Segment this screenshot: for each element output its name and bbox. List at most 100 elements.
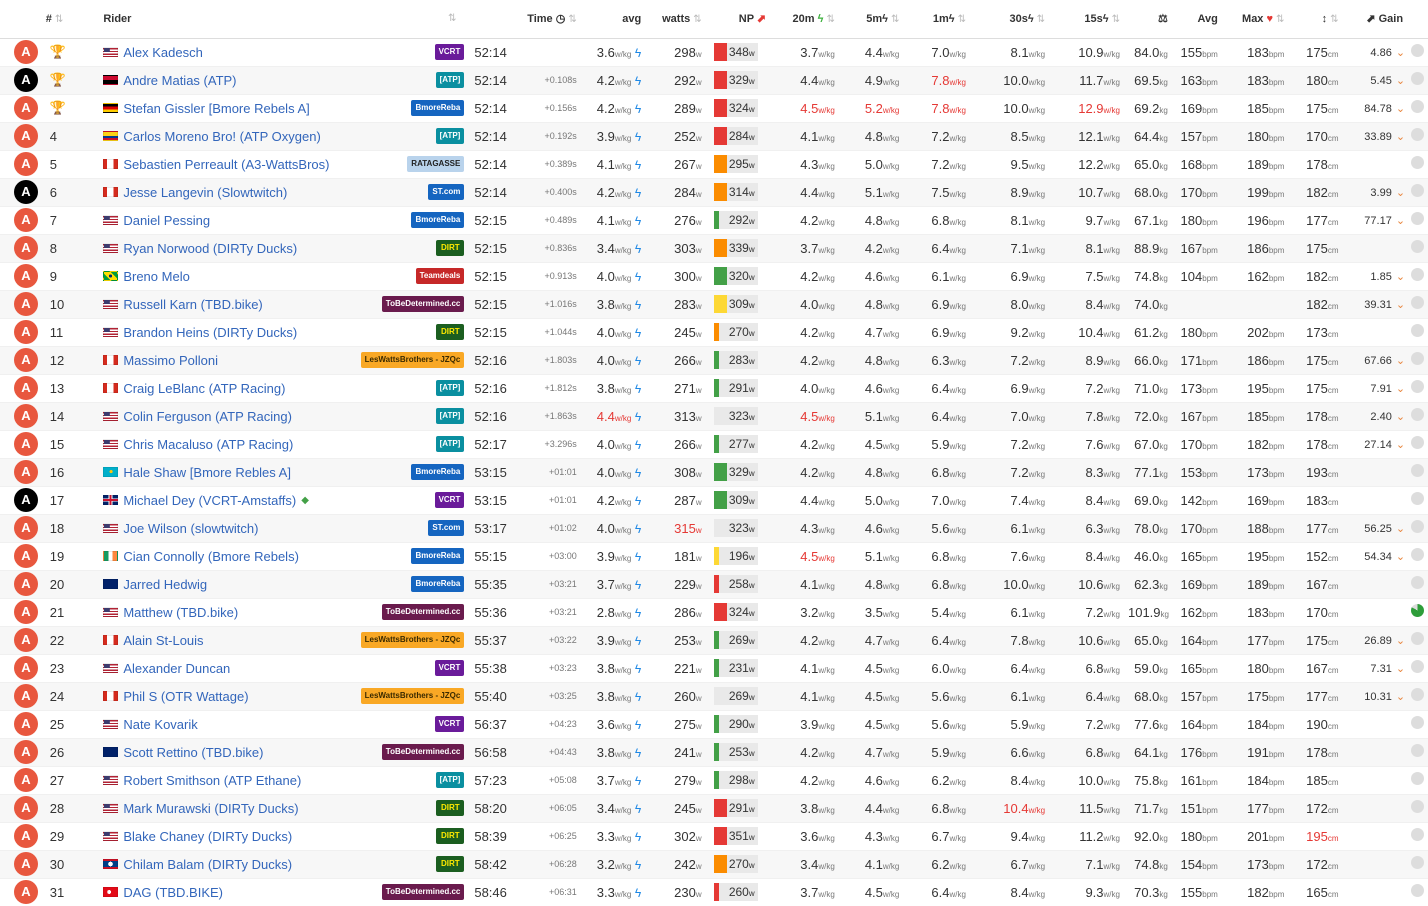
status-dot-icon[interactable] [1411, 576, 1425, 589]
status-dot-icon[interactable] [1411, 800, 1425, 813]
chevron-down-icon[interactable]: ⌄ [1395, 354, 1406, 367]
sort-arrows-icon[interactable]: ⇅ [568, 14, 577, 26]
header-hr-avg[interactable]: Avg [1171, 0, 1222, 39]
rider-link[interactable]: Daniel Pessing [103, 213, 210, 228]
chevron-down-icon[interactable]: ⌄ [1395, 130, 1406, 143]
category-badge[interactable]: A [14, 432, 38, 456]
table-row[interactable]: A 27 Robert Smithson (ATP Ethane) [ATP] … [0, 766, 1428, 795]
chevron-down-icon[interactable]: ⌄ [1395, 410, 1406, 423]
status-dot-icon[interactable] [1411, 72, 1425, 85]
rider-link[interactable]: Russell Karn (TBD.bike) [103, 297, 263, 312]
status-dot-icon[interactable] [1411, 296, 1425, 309]
rider-link[interactable]: Massimo Polloni [103, 353, 218, 368]
sort-arrows-icon[interactable]: ⇅ [693, 13, 702, 25]
chevron-down-icon[interactable]: ⌄ [1395, 662, 1406, 675]
rider-link[interactable]: Alex Kadesch [103, 45, 203, 60]
header-height[interactable]: ↕ ⇅ [1288, 0, 1343, 39]
rider-link[interactable]: Stefan Gissler [Bmore Rebels A] [103, 101, 310, 116]
header-1m[interactable]: 1mϟ ⇅ [903, 0, 970, 39]
category-badge[interactable]: A [14, 96, 38, 120]
header-rider[interactable]: Rider ⇅ [85, 0, 469, 39]
category-badge[interactable]: A [14, 40, 38, 64]
table-row[interactable]: A 12 Massimo Polloni LesWattsBrothers - … [0, 346, 1428, 375]
table-row[interactable]: A 9 Breno Melo Teamdeals 52:15 +0.913s 4… [0, 262, 1428, 291]
rider-link[interactable]: Joe Wilson (slowtwitch) [103, 521, 258, 536]
team-badge[interactable]: [ATP] [435, 380, 465, 396]
status-dot-icon[interactable] [1411, 492, 1425, 505]
chevron-down-icon[interactable]: ⌄ [1395, 382, 1406, 395]
table-row[interactable]: A 30 Chilam Balam (DIRTy Ducks) DIRT 58:… [0, 850, 1428, 879]
header-position[interactable]: # ⇅ [45, 0, 86, 39]
team-badge[interactable]: DIRT [436, 800, 465, 816]
team-badge[interactable]: ToBeDetermined.cc [381, 884, 465, 900]
category-badge[interactable]: A [14, 712, 38, 736]
team-badge[interactable]: [ATP] [435, 72, 465, 88]
chevron-down-icon[interactable]: ⌄ [1395, 298, 1406, 311]
chevron-down-icon[interactable]: ⌄ [1395, 634, 1406, 647]
chevron-down-icon[interactable]: ⌄ [1395, 102, 1406, 115]
sort-arrows-icon[interactable]: ⇅ [826, 13, 835, 25]
status-dot-icon[interactable] [1411, 632, 1425, 645]
category-badge[interactable]: A [14, 376, 38, 400]
table-row[interactable]: A 21 Matthew (TBD.bike) ToBeDetermined.c… [0, 598, 1428, 627]
table-row[interactable]: A 🏆 Alex Kadesch VCRT 52:14 3.6w/kg ϟ 29… [0, 38, 1428, 67]
status-dot-icon[interactable] [1411, 44, 1425, 57]
rider-link[interactable]: Mark Murawski (DIRTy Ducks) [103, 801, 299, 816]
header-15s[interactable]: 15sϟ ⇅ [1049, 0, 1124, 39]
rider-link[interactable]: Michael Dey (VCRT-Amstaffs) ◆ [103, 493, 309, 508]
table-row[interactable]: A 8 Ryan Norwood (DIRTy Ducks) DIRT 52:1… [0, 234, 1428, 263]
table-row[interactable]: A 13 Craig LeBlanc (ATP Racing) [ATP] 52… [0, 374, 1428, 403]
status-dot-icon[interactable] [1411, 856, 1425, 869]
header-time[interactable]: Time ◷ ⇅ [468, 0, 581, 39]
rider-link[interactable]: Colin Ferguson (ATP Racing) [103, 409, 292, 424]
status-dot-icon[interactable] [1411, 100, 1425, 113]
sort-arrows-icon[interactable]: ⇅ [957, 13, 966, 25]
table-row[interactable]: A 24 Phil S (OTR Wattage) LesWattsBrothe… [0, 682, 1428, 711]
category-badge[interactable]: A [14, 152, 38, 176]
rider-link[interactable]: Matthew (TBD.bike) [103, 605, 238, 620]
category-badge[interactable]: A [14, 264, 38, 288]
header-20m[interactable]: 20m ϟ ⇅ [770, 0, 839, 39]
team-badge[interactable]: ToBeDetermined.cc [381, 604, 465, 620]
team-badge[interactable]: BmoreReba [411, 548, 465, 564]
table-row[interactable]: A 7 Daniel Pessing BmoreReba 52:15 +0.48… [0, 206, 1428, 235]
category-badge[interactable]: A [14, 852, 38, 876]
rider-link[interactable]: Cian Connolly (Bmore Rebels) [103, 549, 299, 564]
team-badge[interactable]: Teamdeals [415, 268, 465, 284]
rider-link[interactable]: Nate Kovarik [103, 717, 198, 732]
table-row[interactable]: A 28 Mark Murawski (DIRTy Ducks) DIRT 58… [0, 794, 1428, 823]
category-badge[interactable]: A [14, 180, 38, 204]
header-5m[interactable]: 5mϟ ⇅ [838, 0, 904, 39]
table-row[interactable]: A 31 DAG (TBD.BIKE) ToBeDetermined.cc 58… [0, 878, 1428, 906]
rider-link[interactable]: Ryan Norwood (DIRTy Ducks) [103, 241, 297, 256]
table-row[interactable]: A 🏆 Stefan Gissler [Bmore Rebels A] Bmor… [0, 94, 1428, 123]
status-dot-icon[interactable] [1411, 268, 1425, 281]
sort-arrows-icon[interactable]: ⇅ [1276, 13, 1285, 25]
header-weight[interactable]: ⚖ [1123, 0, 1172, 39]
sort-arrows-icon[interactable]: ⇅ [447, 12, 457, 24]
category-badge[interactable]: A [14, 124, 38, 148]
rider-link[interactable]: Alexander Duncan [103, 661, 230, 676]
header-hr-max[interactable]: Max ♥ ⇅ [1221, 0, 1289, 39]
team-badge[interactable]: ToBeDetermined.cc [381, 744, 465, 760]
sort-arrows-icon[interactable]: ⇅ [1111, 13, 1120, 25]
table-row[interactable]: A 23 Alexander Duncan VCRT 55:38 +03:23 … [0, 654, 1428, 683]
rider-link[interactable]: Hale Shaw [Bmore Rebles A] [103, 465, 291, 480]
team-badge[interactable]: ST.com [428, 184, 465, 200]
category-badge[interactable]: A [14, 740, 38, 764]
rider-link[interactable]: Jarred Hedwig [103, 577, 207, 592]
status-dot-icon[interactable] [1411, 324, 1425, 337]
header-watts[interactable]: watts ⇅ [645, 0, 706, 39]
team-badge[interactable]: RATAGASSE [407, 156, 465, 172]
team-badge[interactable]: VCRT [434, 492, 465, 508]
team-badge[interactable]: BmoreReba [411, 464, 465, 480]
status-dot-icon[interactable] [1411, 184, 1425, 197]
table-row[interactable]: A 20 Jarred Hedwig BmoreReba 55:35 +03:2… [0, 570, 1428, 599]
status-dot-icon[interactable] [1411, 156, 1425, 169]
header-30s[interactable]: 30sϟ ⇅ [969, 0, 1050, 39]
rider-link[interactable]: Andre Matias (ATP) [103, 73, 237, 88]
status-dot-icon[interactable] [1411, 828, 1425, 841]
table-row[interactable]: A 22 Alain St-Louis LesWattsBrothers - J… [0, 626, 1428, 655]
category-badge[interactable]: A [14, 824, 38, 848]
category-badge[interactable]: A [14, 600, 38, 624]
